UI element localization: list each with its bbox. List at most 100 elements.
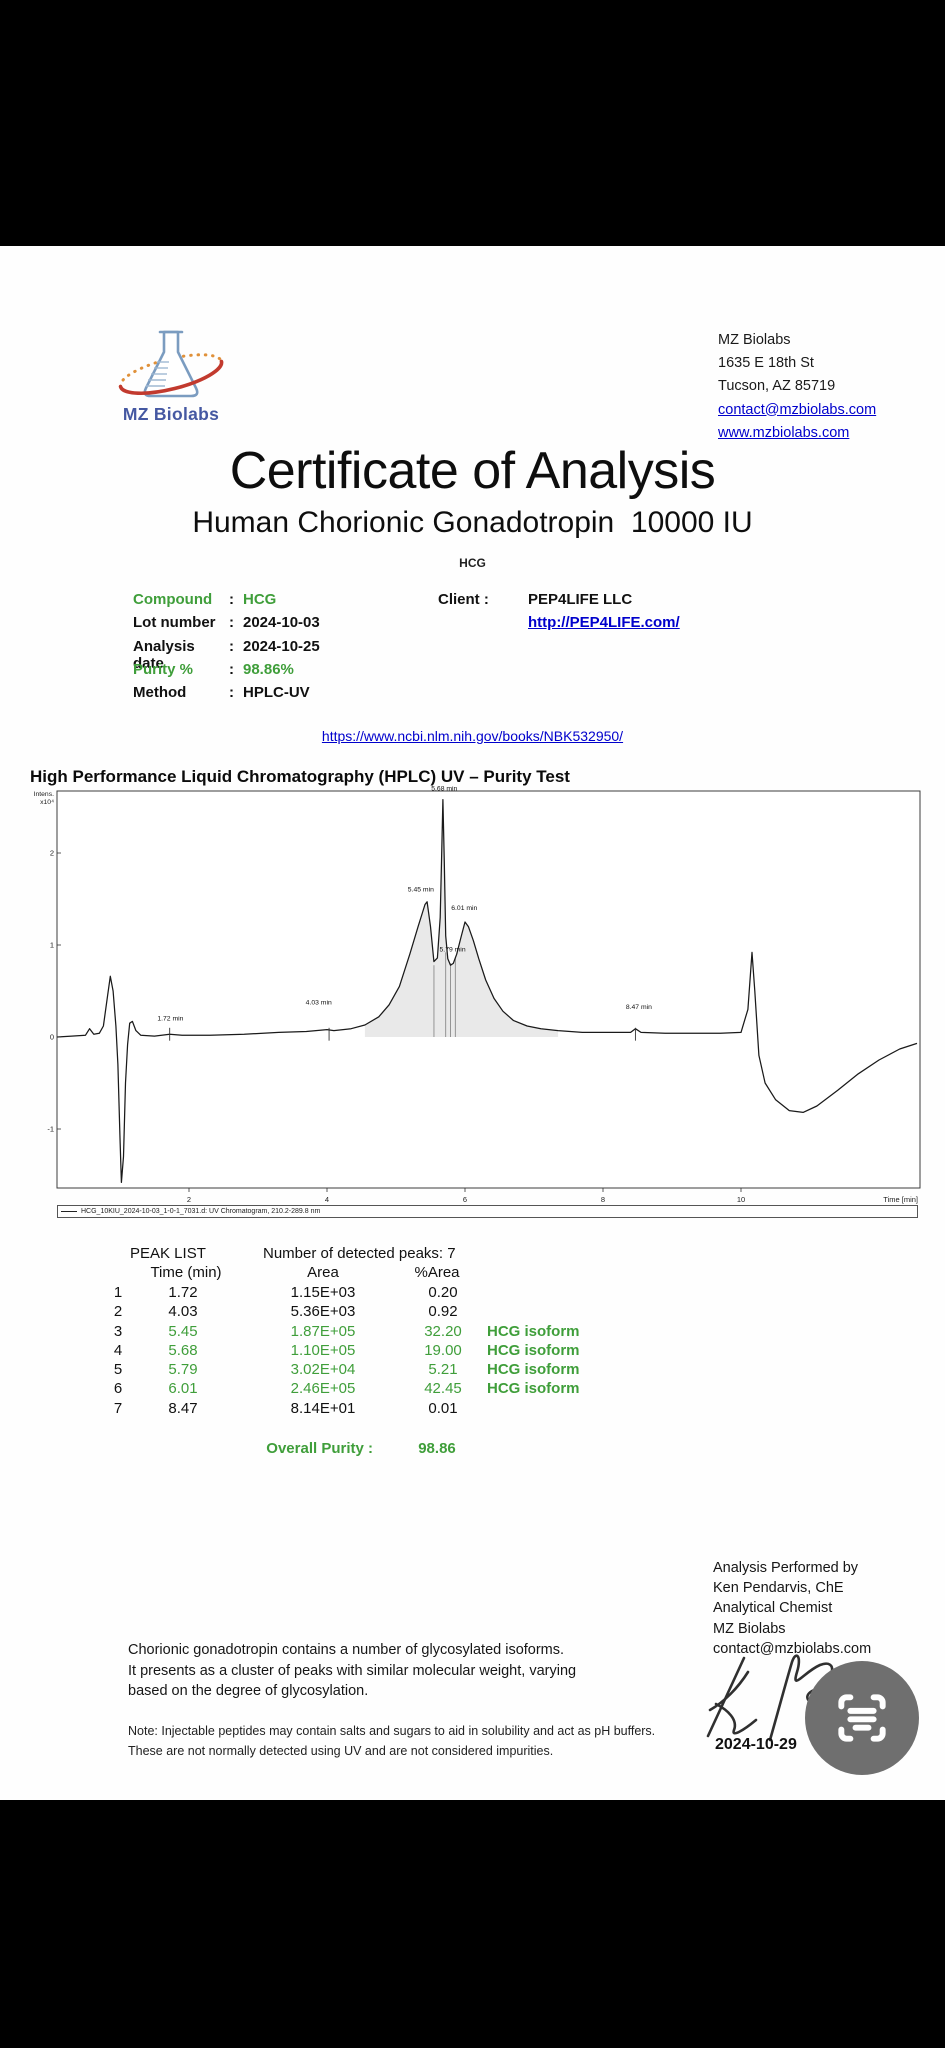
legend-text: HCG_10KIU_2024-10-03_1-0-1_7031.d: UV Ch… bbox=[81, 1208, 321, 1215]
signature-date: 2024-10-29 bbox=[715, 1736, 797, 1753]
peak-index: 3 bbox=[113, 1322, 123, 1340]
info-label: Purity % bbox=[133, 660, 194, 678]
col-header-area: Area bbox=[307, 1264, 339, 1281]
peak-index: 5 bbox=[113, 1361, 123, 1379]
peak-index: 7 bbox=[113, 1399, 123, 1417]
info-colon: : bbox=[229, 684, 234, 702]
footnote: Note: Injectable peptides may contain sa… bbox=[128, 1721, 655, 1761]
peak-area: 8.14E+01 bbox=[290, 1399, 356, 1417]
peak-area: 2.46E+05 bbox=[290, 1380, 356, 1398]
ncbi-reference-link[interactable]: https://www.ncbi.nlm.nih.gov/books/NBK53… bbox=[321, 728, 624, 744]
y-tick-label: 0 bbox=[50, 1033, 54, 1042]
col-header-pct-area: %Area bbox=[414, 1264, 460, 1281]
x-tick-label: 10 bbox=[737, 1195, 745, 1204]
scan-document-icon bbox=[838, 1694, 886, 1742]
address-city: Tucson, AZ 85719 bbox=[718, 378, 836, 395]
peak-row: 4 5.68 1.10E+05 19.00 HCG isoform bbox=[103, 1342, 623, 1361]
info-row: Purity %:98.86% bbox=[133, 661, 320, 684]
peak-label: 8.47 min bbox=[626, 1004, 652, 1011]
peak-area: 1.15E+03 bbox=[290, 1284, 356, 1301]
y-axis-label: Intens. bbox=[34, 791, 55, 798]
peak-pct-area: 0.92 bbox=[428, 1303, 458, 1321]
info-row: Method: HPLC-UV bbox=[133, 684, 320, 707]
info-value: 2024-10-03 bbox=[243, 614, 320, 632]
email-link[interactable]: contact@mzbiolabs.com bbox=[718, 401, 877, 418]
peak-time: 5.68 bbox=[168, 1341, 198, 1359]
peak-label: 5.45 min bbox=[408, 886, 434, 893]
isoform-explanation: Chorionic gonadotropin contains a number… bbox=[128, 1640, 576, 1702]
website-link[interactable]: www.mzbiolabs.com bbox=[718, 424, 850, 441]
address-name: MZ Biolabs bbox=[718, 332, 791, 348]
analyst-name: Ken Pendarvis, ChE bbox=[713, 1580, 844, 1597]
peak-row: 3 5.45 1.87E+05 32.20 HCG isoform bbox=[103, 1323, 623, 1342]
peak-time: 5.79 bbox=[168, 1361, 198, 1379]
lab-address-block: MZ Biolabs 1635 E 18th St Tucson, AZ 857… bbox=[718, 329, 876, 445]
info-value: HPLC-UV bbox=[243, 684, 310, 702]
peak-time: 1.72 bbox=[168, 1284, 198, 1301]
section-heading: High Performance Liquid Chromatography (… bbox=[30, 767, 570, 786]
info-colon: : bbox=[229, 637, 234, 655]
info-row: Compound: HCG bbox=[133, 591, 320, 614]
y-tick-label: 2 bbox=[50, 849, 54, 858]
peak-area: 5.36E+03 bbox=[290, 1303, 356, 1321]
peak-tag: HCG isoform bbox=[487, 1380, 580, 1398]
peak-area: 1.87E+05 bbox=[290, 1322, 356, 1340]
peak-pct-area: 42.45 bbox=[424, 1380, 462, 1398]
peak-table-rows: 1 1.72 1.15E+03 0.20 2 4.03 5.36E+03 0.92 3 5.45 1… bbox=[103, 1284, 623, 1419]
info-colon: : bbox=[229, 660, 234, 678]
sample-info-block: Compound: HCG Lot number:2024-10-03 Analysi… bbox=[133, 591, 320, 707]
peak-time: 8.47 bbox=[168, 1399, 198, 1417]
chromatogram-trace bbox=[57, 798, 918, 1184]
x-tick-label: 6 bbox=[463, 1195, 467, 1204]
peak-pct-area: 19.00 bbox=[424, 1341, 462, 1359]
compound-abbreviation: HCG bbox=[459, 556, 486, 570]
client-url-link[interactable]: http://PEP4LIFE.com/ bbox=[528, 614, 680, 631]
peak-row: 5 5.79 3.02E+04 5.21 HCG isoform bbox=[103, 1361, 623, 1380]
x-axis-label: Time [min] bbox=[883, 1195, 918, 1204]
info-row: Analysis date:2024-10-25 bbox=[133, 637, 320, 672]
analyst-company: MZ Biolabs bbox=[713, 1620, 786, 1637]
peak-time: 5.45 bbox=[168, 1322, 198, 1340]
integrated-peak-area bbox=[364, 799, 559, 1037]
info-label: Compound bbox=[133, 591, 213, 608]
x-tick-label: 2 bbox=[187, 1195, 191, 1204]
peak-index: 6 bbox=[113, 1380, 123, 1398]
peak-pct-area: 5.21 bbox=[428, 1361, 458, 1379]
info-value: 2024-10-25 bbox=[243, 637, 320, 655]
address-street: 1635 E 18th St bbox=[718, 355, 814, 372]
peak-row: 1 1.72 1.15E+03 0.20 bbox=[103, 1284, 623, 1303]
peak-tag: HCG isoform bbox=[487, 1361, 580, 1379]
peak-tag: HCG isoform bbox=[487, 1341, 580, 1359]
overall-purity-value: 98.86 bbox=[418, 1440, 456, 1457]
chromatogram-legend: HCG_10KIU_2024-10-03_1-0-1_7031.d: UV Ch… bbox=[57, 1205, 918, 1218]
peak-row: 6 6.01 2.46E+05 42.45 HCG isoform bbox=[103, 1380, 623, 1399]
peak-row: 7 8.47 8.14E+01 0.01 bbox=[103, 1400, 623, 1419]
y-tick-label: 1 bbox=[50, 941, 54, 950]
peak-list-title: PEAK LIST bbox=[130, 1245, 206, 1262]
overall-purity-label: Overall Purity : bbox=[266, 1440, 373, 1457]
peak-area: 3.02E+04 bbox=[290, 1361, 356, 1379]
detected-peaks-count: Number of detected peaks: 7 bbox=[263, 1245, 456, 1262]
scan-button[interactable] bbox=[805, 1661, 919, 1775]
peak-index: 4 bbox=[113, 1341, 123, 1359]
legend-line-swatch bbox=[61, 1211, 77, 1212]
y-tick-label: -1 bbox=[47, 1125, 54, 1134]
logo-red-swoosh bbox=[118, 359, 224, 396]
logo-brand-text: MZ Biolabs bbox=[122, 404, 220, 424]
page-title: Certificate of Analysis bbox=[229, 442, 716, 500]
peak-row: 2 4.03 5.36E+03 0.92 bbox=[103, 1303, 623, 1322]
info-label: Lot number bbox=[133, 614, 216, 632]
info-row: Lot number:2024-10-03 bbox=[133, 614, 320, 637]
isoform-line-1: Chorionic gonadotropin contains a number… bbox=[128, 1642, 565, 1658]
peak-time: 4.03 bbox=[168, 1303, 198, 1321]
client-name: PEP4LIFE LLC bbox=[528, 591, 633, 608]
info-colon: : bbox=[229, 591, 234, 608]
info-colon: : bbox=[229, 614, 234, 632]
analyst-email: contact@mzbiolabs.com bbox=[713, 1640, 872, 1657]
peak-pct-area: 0.20 bbox=[428, 1284, 458, 1301]
info-value: 98.86% bbox=[243, 660, 294, 678]
client-label: Client : bbox=[438, 591, 489, 608]
isoform-line-3: based on the degree of glycosylation. bbox=[128, 1683, 369, 1699]
